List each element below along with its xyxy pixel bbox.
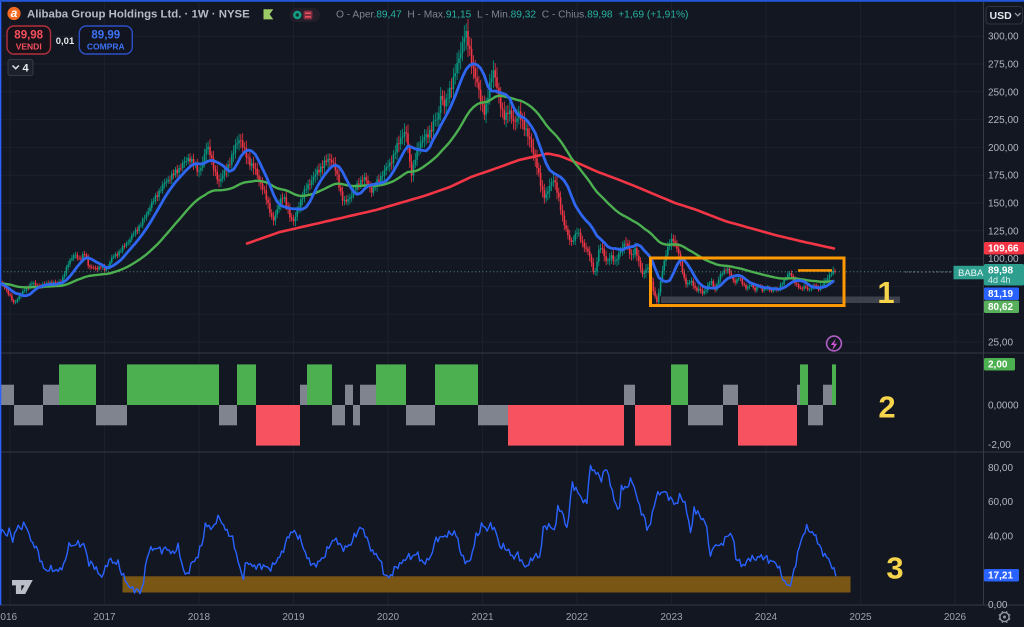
svg-text:2022: 2022 xyxy=(566,612,589,623)
svg-text:2: 2 xyxy=(878,390,895,425)
svg-text:BABA: BABA xyxy=(958,268,984,279)
svg-text:175,00: 175,00 xyxy=(988,171,1019,182)
svg-text:2017: 2017 xyxy=(93,612,116,623)
svg-text:300,00: 300,00 xyxy=(988,32,1019,43)
svg-text:2026: 2026 xyxy=(944,612,967,623)
svg-text:0,00: 0,00 xyxy=(988,600,1008,611)
svg-text:-2,00: -2,00 xyxy=(988,440,1011,451)
svg-text:2019: 2019 xyxy=(282,612,305,623)
svg-text:80,62: 80,62 xyxy=(988,302,1013,313)
svg-text:225,00: 225,00 xyxy=(988,115,1019,126)
svg-text:2,00: 2,00 xyxy=(988,360,1008,371)
svg-text:2023: 2023 xyxy=(660,612,683,623)
svg-text:80,00: 80,00 xyxy=(988,463,1013,474)
svg-text:USD: USD xyxy=(990,10,1013,22)
svg-text:25,00: 25,00 xyxy=(988,338,1013,349)
svg-text:275,00: 275,00 xyxy=(988,60,1019,71)
svg-text:O - Aper.89,47 H - Max.91,15: O - Aper.89,47 H - Max.91,15 L - Min.89,… xyxy=(336,10,688,21)
svg-text:125,00: 125,00 xyxy=(988,226,1019,237)
svg-text:2020: 2020 xyxy=(377,612,400,623)
svg-text:2024: 2024 xyxy=(755,612,778,623)
svg-text:3: 3 xyxy=(886,551,903,586)
svg-text:VENDI: VENDI xyxy=(16,42,42,52)
svg-text:109,66: 109,66 xyxy=(988,244,1019,255)
svg-text:4: 4 xyxy=(23,63,30,75)
svg-text:COMPRA: COMPRA xyxy=(87,42,125,52)
svg-text:60,00: 60,00 xyxy=(988,497,1013,508)
svg-text:1: 1 xyxy=(877,275,894,310)
svg-text:89,98: 89,98 xyxy=(14,30,43,42)
svg-text:89,98: 89,98 xyxy=(988,266,1013,277)
svg-text:a: a xyxy=(11,6,18,20)
svg-text:2025: 2025 xyxy=(849,612,872,623)
svg-text:250,00: 250,00 xyxy=(988,87,1019,98)
svg-text:40,00: 40,00 xyxy=(988,531,1013,542)
svg-text:17,21: 17,21 xyxy=(988,571,1013,582)
svg-text:0,0000: 0,0000 xyxy=(988,401,1019,412)
svg-text:2021: 2021 xyxy=(471,612,494,623)
svg-text:81,19: 81,19 xyxy=(988,289,1013,300)
svg-text:4d 4h: 4d 4h xyxy=(988,275,1011,285)
svg-text:0,01: 0,01 xyxy=(56,36,75,47)
svg-text:89,99: 89,99 xyxy=(91,30,120,42)
svg-text:100,00: 100,00 xyxy=(988,254,1019,265)
svg-text:Alibaba Group Holdings Ltd. ·: Alibaba Group Holdings Ltd. · 1W · NYSE xyxy=(27,9,250,21)
svg-text:150,00: 150,00 xyxy=(988,199,1019,210)
svg-text:2018: 2018 xyxy=(188,612,211,623)
svg-text:2016: 2016 xyxy=(0,612,18,623)
svg-text:200,00: 200,00 xyxy=(988,143,1019,154)
